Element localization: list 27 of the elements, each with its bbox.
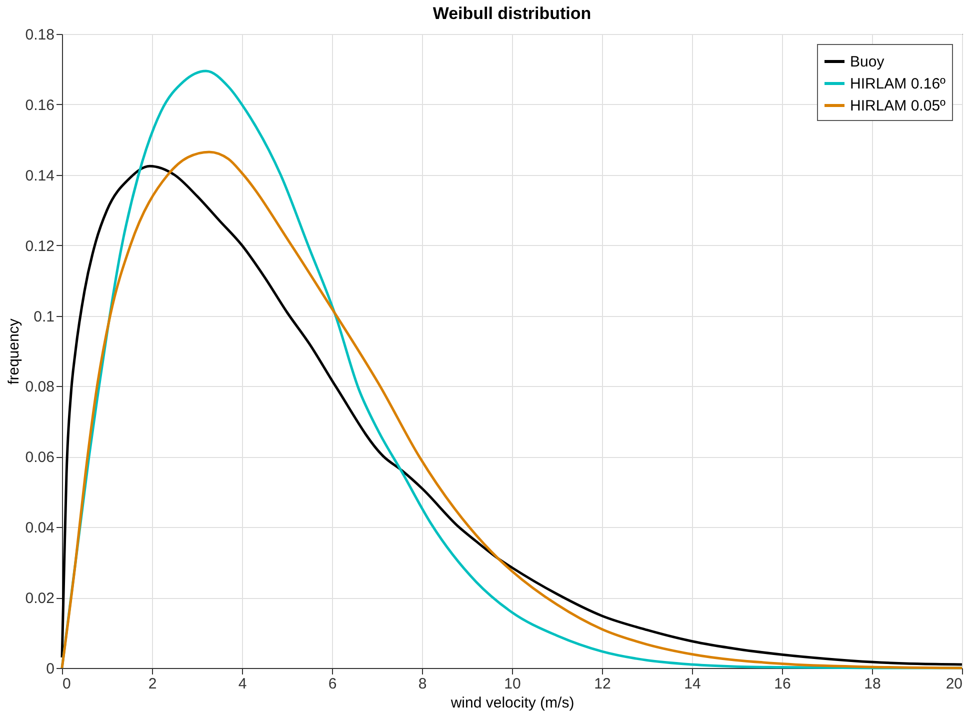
y-tick-label: 0.1 [34, 308, 54, 326]
x-tick-label: 20 [946, 676, 962, 692]
legend-label: HIRLAM 0.05º [850, 98, 946, 114]
y-tick-label: 0.14 [25, 167, 54, 184]
x-tick-label: 2 [148, 676, 157, 692]
y-tick-label: 0.18 [25, 26, 54, 44]
y-tick-label: 0.12 [25, 238, 54, 255]
y-tick-label: 0.08 [25, 378, 54, 396]
y-tick-label: 0.06 [25, 449, 54, 466]
y-tick-label: 0 [46, 660, 54, 678]
legend-label: HIRLAM 0.16º [850, 76, 946, 92]
x-tick-label: 16 [774, 676, 791, 692]
legend-label: Buoy [850, 54, 885, 70]
x-tick-label: 4 [238, 676, 247, 692]
x-axis-title: wind velocity (m/s) [450, 694, 574, 712]
x-tick-label: 14 [684, 676, 701, 692]
x-tick-label: 18 [864, 676, 881, 692]
x-tick-label: 10 [504, 676, 521, 692]
y-tick-label: 0.02 [25, 590, 54, 608]
x-tick-label: 6 [328, 676, 337, 692]
y-tick-label: 0.04 [25, 520, 54, 537]
x-tick-label: 12 [594, 676, 611, 692]
y-tick-label: 0.16 [25, 96, 54, 114]
x-tick-label: 0 [62, 676, 71, 692]
x-tick-label: 8 [418, 676, 427, 692]
chart-title: Weibull distribution [432, 4, 592, 23]
y-axis-title: frequency [5, 318, 22, 384]
